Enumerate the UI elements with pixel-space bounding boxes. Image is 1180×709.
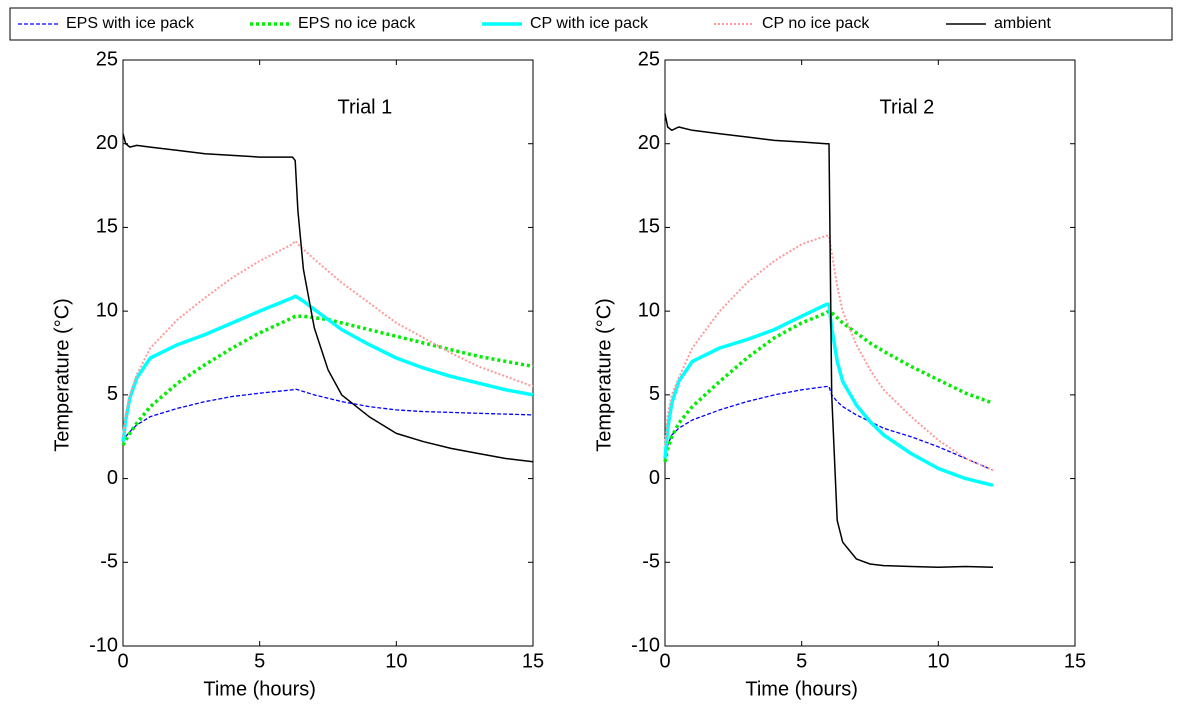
- y-tick-label: 20: [638, 132, 660, 154]
- legend-label: CP no ice pack: [762, 15, 870, 32]
- x-tick-label: 10: [385, 650, 407, 672]
- x-tick-label: 15: [522, 650, 544, 672]
- y-tick-label: 25: [638, 48, 660, 70]
- y-tick-label: -5: [642, 551, 660, 573]
- x-axis-label: Time (hours): [203, 678, 316, 700]
- y-tick-label: 5: [107, 383, 118, 405]
- legend-label: EPS with ice pack: [66, 15, 195, 32]
- y-tick-label: 20: [96, 132, 118, 154]
- x-tick-label: 10: [927, 650, 949, 672]
- series-line: [122, 388, 534, 443]
- series-line: [663, 302, 994, 487]
- x-tick-label: 0: [659, 650, 670, 672]
- legend-label: ambient: [994, 15, 1051, 32]
- y-tick-label: 15: [96, 216, 118, 238]
- x-tick-label: 15: [1064, 650, 1086, 672]
- chart-title: Trial 2: [879, 96, 934, 118]
- series-line: [664, 113, 994, 569]
- legend: EPS with ice pack EPS no ice pack CP with …: [9, 7, 1173, 41]
- series-line: [664, 385, 994, 471]
- series-line: [121, 294, 534, 442]
- legend-label: EPS no ice pack: [298, 15, 416, 32]
- y-axis-label: Temperature (°C): [593, 298, 615, 452]
- series-line: [122, 133, 534, 463]
- x-axis-label: Time (hours): [745, 678, 858, 700]
- x-tick-label: 5: [254, 650, 265, 672]
- y-tick-label: 15: [638, 216, 660, 238]
- y-tick-label: 10: [96, 299, 118, 321]
- y-tick-label: -10: [631, 634, 660, 656]
- y-axis-label: Temperature (°C): [51, 298, 73, 452]
- y-tick-label: 0: [649, 467, 660, 489]
- y-tick-label: 25: [96, 48, 118, 70]
- plot-area: [122, 59, 534, 647]
- plot-area: [664, 59, 1076, 647]
- y-tick-label: 0: [107, 467, 118, 489]
- y-tick-label: -10: [89, 634, 118, 656]
- y-tick-label: -5: [100, 551, 118, 573]
- x-tick-label: 0: [117, 650, 128, 672]
- x-tick-label: 5: [796, 650, 807, 672]
- legend-label: CP with ice pack: [530, 15, 649, 32]
- y-tick-label: 5: [649, 383, 660, 405]
- chart-title: Trial 1: [337, 96, 392, 118]
- y-tick-label: 10: [638, 299, 660, 321]
